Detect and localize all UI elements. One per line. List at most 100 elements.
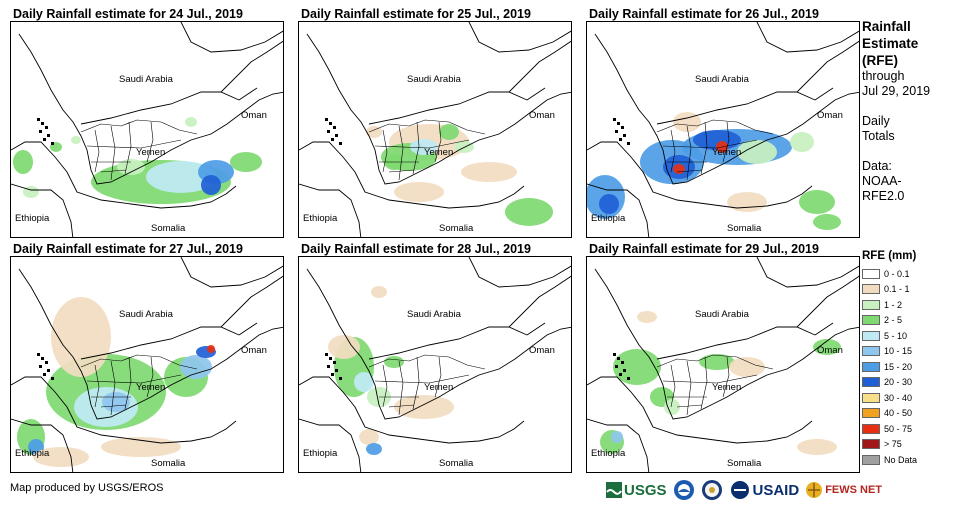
island <box>617 122 620 125</box>
rainfall-map: Saudi Arabia Oman Yemen Ethiopia Somalia <box>298 256 572 473</box>
yemen-admin-boundaries <box>368 119 486 181</box>
rainfall-patch <box>699 354 735 370</box>
country-borders <box>299 22 571 237</box>
legend-label: 50 - 75 <box>884 423 913 434</box>
rainfall-patch <box>33 447 89 467</box>
rainfall-patch <box>729 357 765 377</box>
country-borders <box>299 257 571 472</box>
island <box>333 126 336 129</box>
rainfall-patch <box>71 136 81 144</box>
legend-label: 30 - 40 <box>884 392 913 403</box>
legend-swatch <box>862 454 880 465</box>
country-borders <box>11 22 283 237</box>
ethiopia-border <box>11 418 74 472</box>
rainfall-patch <box>23 186 39 198</box>
rainfall-patch <box>410 139 438 155</box>
legend-item: 0 - 0.1 <box>862 266 962 282</box>
map-label-saudi: Saudi Arabia <box>407 74 462 85</box>
rainfall-patch <box>146 161 216 193</box>
island <box>619 138 622 141</box>
legend-data-line: Data: <box>862 159 892 173</box>
island <box>627 377 630 380</box>
legend-item: > 75 <box>862 437 962 453</box>
legend-item: 2 - 5 <box>862 313 962 329</box>
legend-label: 5 - 10 <box>884 330 908 341</box>
legend-item: 15 - 20 <box>862 359 962 375</box>
island <box>39 365 42 368</box>
rainfall-patch <box>371 286 387 298</box>
legend-label: 40 - 50 <box>884 408 913 419</box>
island <box>325 353 328 356</box>
map-panel-24-jul: Daily Rainfall estimate for 24 Jul., 201… <box>10 5 298 240</box>
rainfall-layer <box>13 117 262 204</box>
legend-item: 20 - 30 <box>862 375 962 391</box>
islands <box>613 353 630 380</box>
fews-text: FEWS NET <box>825 484 883 496</box>
map-panel-29-jul: Daily Rainfall estimate for 29 Jul., 201… <box>586 240 874 475</box>
legend-swatch <box>862 346 880 357</box>
islands <box>37 353 54 380</box>
map-label-saudi: Saudi Arabia <box>119 74 174 85</box>
horn-coastline <box>11 141 237 209</box>
map-label-saudi: Saudi Arabia <box>407 309 462 320</box>
arabian-coastline <box>18 268 283 420</box>
island <box>339 142 342 145</box>
legend-swatch <box>862 299 880 310</box>
gulf-coastline <box>468 257 571 288</box>
map-label-yemen: Yemen <box>712 382 741 393</box>
ethiopia-border <box>587 183 650 237</box>
map-label-oman: Oman <box>817 345 843 356</box>
map-label-somalia: Somalia <box>151 223 186 234</box>
rainfall-layer <box>328 286 454 455</box>
island <box>51 142 54 145</box>
island <box>339 377 342 380</box>
island <box>615 130 618 133</box>
horn-coastline <box>587 376 813 444</box>
map-label-ethiopia: Ethiopia <box>15 213 50 224</box>
legend-label: > 75 <box>884 439 902 450</box>
island <box>329 357 332 360</box>
island <box>623 369 626 372</box>
legend-swatch <box>862 392 880 403</box>
rainfall-patch <box>117 159 145 175</box>
island <box>47 369 50 372</box>
usgs-logo: USGS <box>606 482 667 499</box>
island <box>39 130 42 133</box>
legend-swatch <box>862 284 880 295</box>
legend-label: 20 - 30 <box>884 377 913 388</box>
legend-item: No Data <box>862 452 962 468</box>
map-label-ethiopia: Ethiopia <box>15 448 50 459</box>
legend-swatch <box>862 315 880 326</box>
legend-label: 0.1 - 1 <box>884 284 910 295</box>
country-borders <box>587 22 859 237</box>
map-label-oman: Oman <box>241 110 267 121</box>
rainfall-patch <box>737 140 777 164</box>
ethiopia-border <box>11 183 74 237</box>
gulf-coastline <box>756 257 859 288</box>
rainfall-patch <box>366 443 382 455</box>
map-label-oman: Oman <box>817 110 843 121</box>
saudi-border <box>368 326 528 360</box>
rainfall-map: Saudi Arabia Oman Yemen Ethiopia Somalia <box>10 256 284 473</box>
saudi-border <box>656 91 816 125</box>
rainfall-patch <box>799 190 835 214</box>
legend-heading: RFE (mm) <box>862 250 917 262</box>
rainfall-patch <box>461 162 517 182</box>
island <box>37 353 40 356</box>
island <box>43 373 46 376</box>
island <box>619 373 622 376</box>
oman-border <box>508 275 571 336</box>
map-label-ethiopia: Ethiopia <box>303 448 338 459</box>
ethiopia-border <box>587 418 650 472</box>
map-canvas: Saudi Arabia Oman Yemen Ethiopia Somalia <box>587 257 859 472</box>
island <box>43 138 46 141</box>
map-label-oman: Oman <box>241 345 267 356</box>
legend-title-line: Estimate <box>862 36 919 51</box>
island <box>41 357 44 360</box>
map-label-yemen: Yemen <box>712 147 741 158</box>
map-label-ethiopia: Ethiopia <box>591 213 626 224</box>
legend-label: 0 - 0.1 <box>884 268 910 279</box>
yemen-governorates <box>80 354 198 416</box>
map-canvas: Saudi Arabia Oman Yemen Ethiopia Somalia <box>11 22 283 237</box>
legend-item: 0.1 - 1 <box>862 282 962 298</box>
